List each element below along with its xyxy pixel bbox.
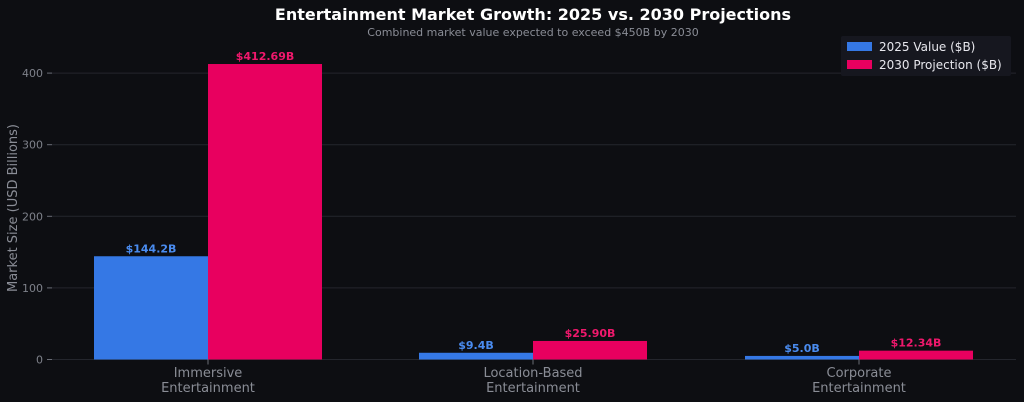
- bar-2030-2: [859, 350, 973, 360]
- data-labels: $144.2B $412.69B $9.4B $25.90B $5.0B $12.34B: [126, 50, 942, 355]
- legend-label-2030: 2030 Projection ($B): [879, 58, 1002, 72]
- bar-2025-0: [94, 256, 208, 360]
- x-tick-label: Location-Based: [483, 366, 582, 381]
- legend: 2025 Value ($B) 2030 Projection ($B): [841, 36, 1011, 76]
- bar-2030-1: [533, 340, 647, 360]
- y-tick-label: 200: [22, 210, 43, 223]
- data-label: $5.0B: [784, 342, 820, 355]
- y-axis-label: Market Size (USD Billions): [6, 124, 21, 292]
- legend-swatch-2025: [847, 42, 872, 51]
- x-tick-label: Immersive: [174, 366, 243, 381]
- bar-2025-2: [745, 355, 859, 360]
- y-tick-label: 0: [36, 354, 43, 367]
- x-tick-label: Entertainment: [161, 381, 255, 396]
- chart-title: Entertainment Market Growth: 2025 vs. 20…: [275, 5, 791, 24]
- data-label: $9.4B: [458, 339, 494, 352]
- x-tick-label: Entertainment: [812, 381, 906, 396]
- x-axis: ImmersiveEntertainmentLocation-BasedEnte…: [161, 359, 906, 396]
- bars: [94, 64, 973, 360]
- legend-label-2025: 2025 Value ($B): [879, 40, 975, 54]
- x-tick-label: Corporate: [827, 366, 892, 381]
- chart-subtitle: Combined market value expected to exceed…: [367, 26, 698, 39]
- x-tick-label: Entertainment: [486, 381, 580, 396]
- legend-swatch-2030: [847, 60, 872, 69]
- y-axis: 0 100 200 300 400: [22, 67, 52, 367]
- y-tick-label: 300: [22, 139, 43, 152]
- data-label: $12.34B: [891, 337, 942, 350]
- bar-2025-1: [419, 352, 533, 360]
- data-label: $412.69B: [236, 50, 295, 63]
- data-label: $144.2B: [126, 242, 177, 255]
- legend-background: [841, 36, 1011, 76]
- y-tick-label: 100: [22, 282, 43, 295]
- bar-2030-0: [208, 64, 322, 360]
- data-label: $25.90B: [565, 327, 616, 340]
- y-tick-label: 400: [22, 67, 43, 80]
